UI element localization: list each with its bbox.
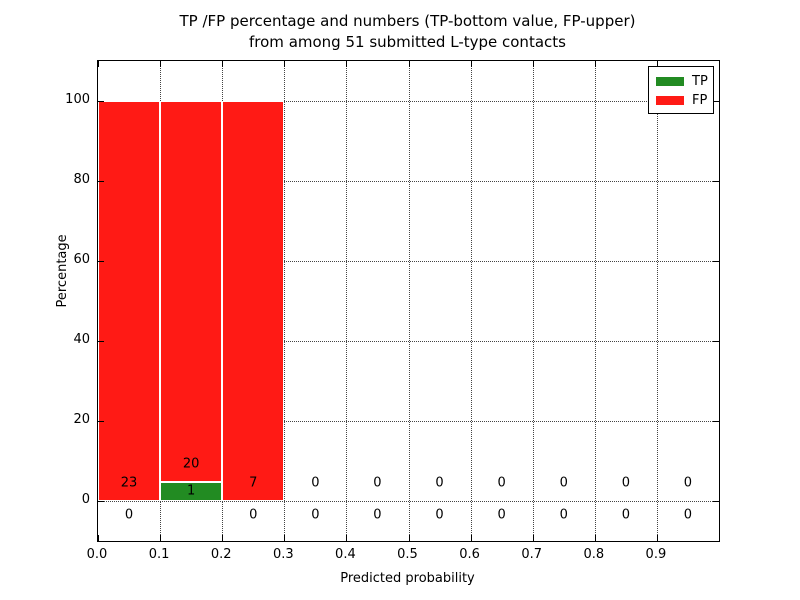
x-tick-mark — [160, 535, 162, 541]
fp-count-label: 0 — [435, 475, 444, 491]
x-axis-label: Predicted probability — [340, 571, 475, 586]
tp-count-label: 0 — [497, 507, 506, 523]
x-tick-label: 0.0 — [86, 547, 108, 562]
tp-count-label: 0 — [683, 507, 693, 523]
y-tick-label: 40 — [73, 332, 90, 347]
fp-count-label: 0 — [621, 475, 630, 491]
x-tick-mark — [408, 535, 410, 541]
y-tick-mark — [98, 501, 104, 502]
y-tick-label: 100 — [65, 92, 90, 107]
legend: TP FP — [648, 66, 714, 114]
v-gridline — [346, 61, 348, 541]
x-tick-label: 0.8 — [583, 547, 605, 562]
x-tick-label: 0.9 — [645, 547, 667, 562]
y-tick-label: 0 — [81, 492, 90, 507]
legend-item-fp: FP — [656, 93, 708, 108]
fp-count-label: 0 — [373, 475, 382, 491]
y-tick-mark — [98, 101, 104, 102]
fp-count-label: 20 — [182, 456, 200, 472]
y-tick-mark — [98, 261, 104, 262]
tp-count-label: 0 — [621, 507, 630, 523]
x-tick-mark — [470, 61, 472, 67]
y-tick-mark — [98, 341, 104, 342]
chart-title-line1: TP /FP percentage and numbers (TP-bottom… — [179, 12, 636, 30]
y-axis-label: Percentage — [55, 234, 71, 308]
x-tick-label: 0.7 — [521, 547, 543, 562]
x-tick-mark — [594, 535, 596, 541]
x-tick-label: 0.6 — [459, 547, 480, 562]
y-tick-mark — [98, 421, 104, 422]
fp-bar — [98, 101, 161, 501]
y-tick-mark — [713, 421, 719, 422]
y-tick-mark — [713, 341, 719, 342]
fp-count-label: 0 — [683, 475, 693, 491]
fp-count-label: 0 — [497, 475, 506, 491]
fp-bar — [160, 101, 223, 482]
y-tick-mark — [713, 101, 719, 102]
x-tick-mark — [346, 535, 348, 541]
x-tick-mark — [408, 61, 410, 67]
fp-swatch — [656, 96, 684, 105]
x-tick-mark — [160, 61, 162, 67]
x-tick-mark — [284, 535, 286, 541]
chart-title-line2: from among 51 submitted L-type contacts — [249, 33, 566, 51]
tp-bar — [160, 481, 223, 501]
x-tick-mark — [532, 61, 534, 67]
y-tick-mark — [98, 181, 104, 182]
chart-title: TP /FP percentage and numbers (TP-bottom… — [97, 11, 718, 53]
y-tick-label: 20 — [73, 412, 90, 427]
y-tick-label: 60 — [73, 252, 90, 267]
v-gridline — [284, 61, 286, 541]
x-tick-mark — [532, 535, 534, 541]
x-tick-mark — [222, 61, 224, 67]
x-tick-mark — [98, 61, 99, 67]
v-gridline — [408, 61, 410, 541]
x-tick-label: 0.1 — [148, 547, 170, 562]
y-tick-mark — [713, 181, 719, 182]
x-tick-mark — [656, 535, 658, 541]
legend-label-tp: TP — [692, 74, 708, 89]
tp-count-label: 0 — [435, 507, 444, 523]
tp-count-label: 1 — [187, 483, 196, 499]
v-gridline — [470, 61, 472, 541]
tp-count-label: 0 — [311, 507, 320, 523]
x-tick-mark — [98, 535, 99, 541]
x-tick-mark — [470, 535, 472, 541]
plot-area: 23 0 20 1 7 0 0 0 0 0 0 0 0 0 0 0 0 0 0 0 TP FP — [97, 60, 720, 542]
v-gridline — [532, 61, 534, 541]
x-tick-label: 0.2 — [210, 547, 232, 562]
y-tick-label: 80 — [73, 172, 90, 187]
fp-count-label: 0 — [559, 475, 568, 491]
y-tick-mark — [713, 501, 719, 502]
tp-count-label: 0 — [249, 507, 258, 523]
tp-count-label: 0 — [124, 507, 134, 523]
fp-bar — [222, 101, 285, 501]
x-tick-mark — [594, 61, 596, 67]
tp-count-label: 0 — [373, 507, 382, 523]
y-tick-mark — [713, 261, 719, 262]
x-tick-label: 0.3 — [272, 547, 294, 562]
legend-item-tp: TP — [656, 74, 708, 89]
v-gridline — [656, 61, 658, 541]
v-gridline — [594, 61, 596, 541]
tp-swatch — [656, 77, 684, 86]
legend-label-fp: FP — [692, 93, 708, 108]
tp-count-label: 0 — [559, 507, 568, 523]
x-tick-mark — [284, 61, 286, 67]
fp-count-label: 23 — [120, 475, 138, 491]
fp-count-label: 7 — [249, 475, 258, 491]
x-tick-mark — [346, 61, 348, 67]
x-tick-mark — [222, 535, 224, 541]
fp-count-label: 0 — [311, 475, 320, 491]
x-tick-label: 0.4 — [335, 547, 356, 562]
x-tick-mark — [656, 61, 658, 67]
x-tick-label: 0.5 — [397, 547, 418, 562]
